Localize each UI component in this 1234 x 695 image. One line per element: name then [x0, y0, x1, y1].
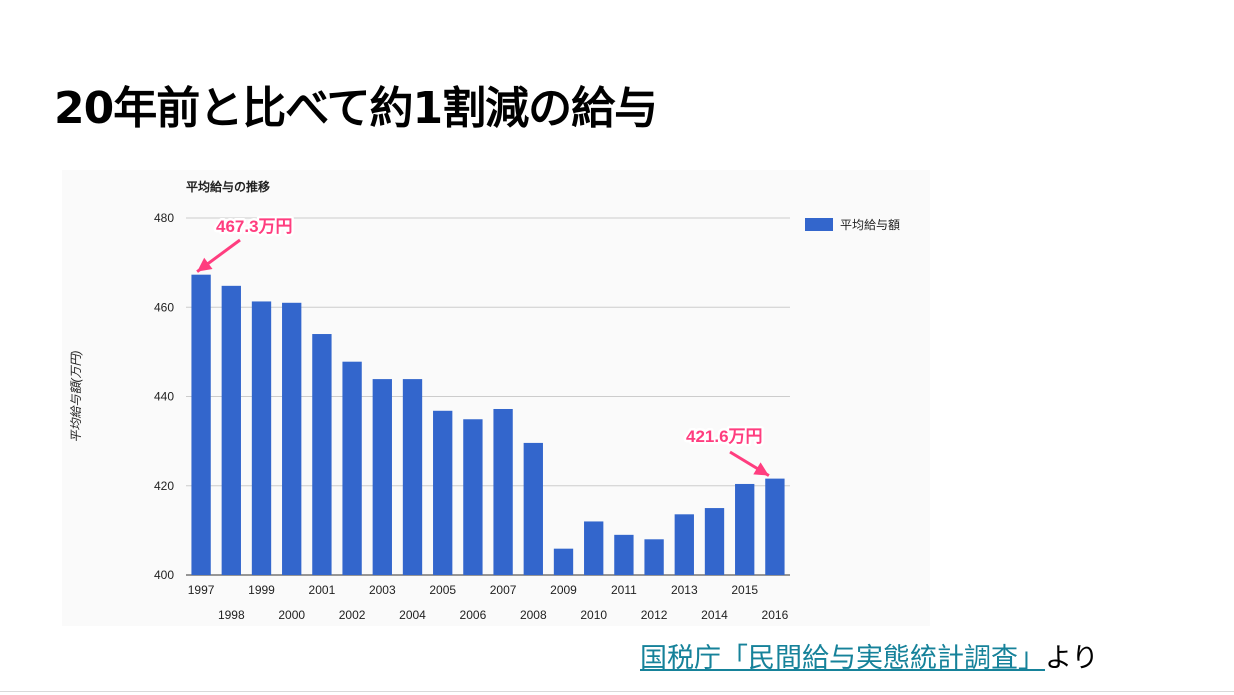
- bar: [735, 483, 755, 575]
- bar: [704, 508, 725, 575]
- chart-title: 平均給与の推移: [186, 179, 270, 194]
- bar: [674, 514, 694, 575]
- x-tick-label: 2000: [278, 608, 305, 622]
- bar: [342, 361, 362, 575]
- bar: [221, 285, 241, 575]
- legend-label: 平均給与額: [840, 218, 900, 232]
- x-tick-label: 2003: [369, 583, 396, 597]
- x-tick-label: 2005: [429, 583, 456, 597]
- bar: [433, 410, 453, 575]
- x-tick-label: 1999: [248, 583, 275, 597]
- x-tick-label: 2007: [490, 583, 517, 597]
- bar: [765, 478, 785, 575]
- x-tick-label: 2006: [460, 608, 487, 622]
- bar: [584, 521, 604, 575]
- x-tick-label: 2014: [701, 608, 728, 622]
- bar: [191, 274, 211, 575]
- source-suffix: より: [1045, 643, 1099, 674]
- bar: [614, 534, 634, 575]
- x-tick-label: 2013: [671, 583, 698, 597]
- y-tick-label: 460: [154, 300, 174, 314]
- x-tick-label: 2009: [550, 583, 577, 597]
- x-tick-label: 2002: [339, 608, 366, 622]
- annotation-arrowhead: [197, 257, 213, 272]
- bar: [553, 548, 574, 575]
- bar-chart: 平均給与の推移 400 420 440 460 480 平均給与額(万円) 199719981…: [69, 179, 900, 622]
- x-tick-label: 2016: [762, 608, 789, 622]
- bar: [463, 419, 483, 575]
- bar: [523, 442, 543, 575]
- x-tick-label: 2012: [641, 608, 668, 622]
- x-tick-label: 2004: [399, 608, 426, 622]
- annotation-label-halo: 421.6万円: [686, 427, 763, 446]
- x-tick-label: 1997: [188, 583, 215, 597]
- bar: [402, 379, 423, 575]
- bar: [282, 302, 302, 575]
- slide-title: 20年前と比べて約1割減の給与: [54, 83, 658, 134]
- bar: [312, 334, 332, 575]
- y-tick-label: 400: [154, 568, 174, 582]
- y-tick-label: 440: [154, 390, 174, 404]
- source-link[interactable]: 国税庁「民間給与実態統計調査」: [640, 643, 1045, 674]
- x-tick-label: 2010: [580, 608, 607, 622]
- annotation-arrowhead: [753, 462, 769, 476]
- bar: [644, 539, 664, 575]
- x-tick-label: 2008: [520, 608, 547, 622]
- y-tick-label: 420: [154, 479, 174, 493]
- legend-swatch: [805, 218, 833, 231]
- x-tick-label: 2015: [731, 583, 758, 597]
- bar: [372, 379, 392, 575]
- x-tick-label: 2001: [309, 583, 336, 597]
- annotation-label: 467.3万円: [216, 217, 293, 236]
- source-line: 国税庁「民間給与実態統計調査」より: [640, 636, 1098, 675]
- x-tick-label: 2011: [611, 583, 637, 597]
- bottom-divider: [0, 691, 1234, 692]
- annotation-label: 421.6万円: [686, 427, 763, 446]
- bar: [493, 408, 513, 575]
- x-tick-label: 1998: [218, 608, 245, 622]
- y-axis-label: 平均給与額(万円): [69, 351, 83, 443]
- y-tick-label: 480: [154, 211, 174, 225]
- annotation-label-halo: 467.3万円: [216, 217, 293, 236]
- chart-panel: 平均給与の推移 400 420 440 460 480 平均給与額(万円) 1997 1998 1…: [62, 170, 930, 626]
- bar: [251, 301, 272, 575]
